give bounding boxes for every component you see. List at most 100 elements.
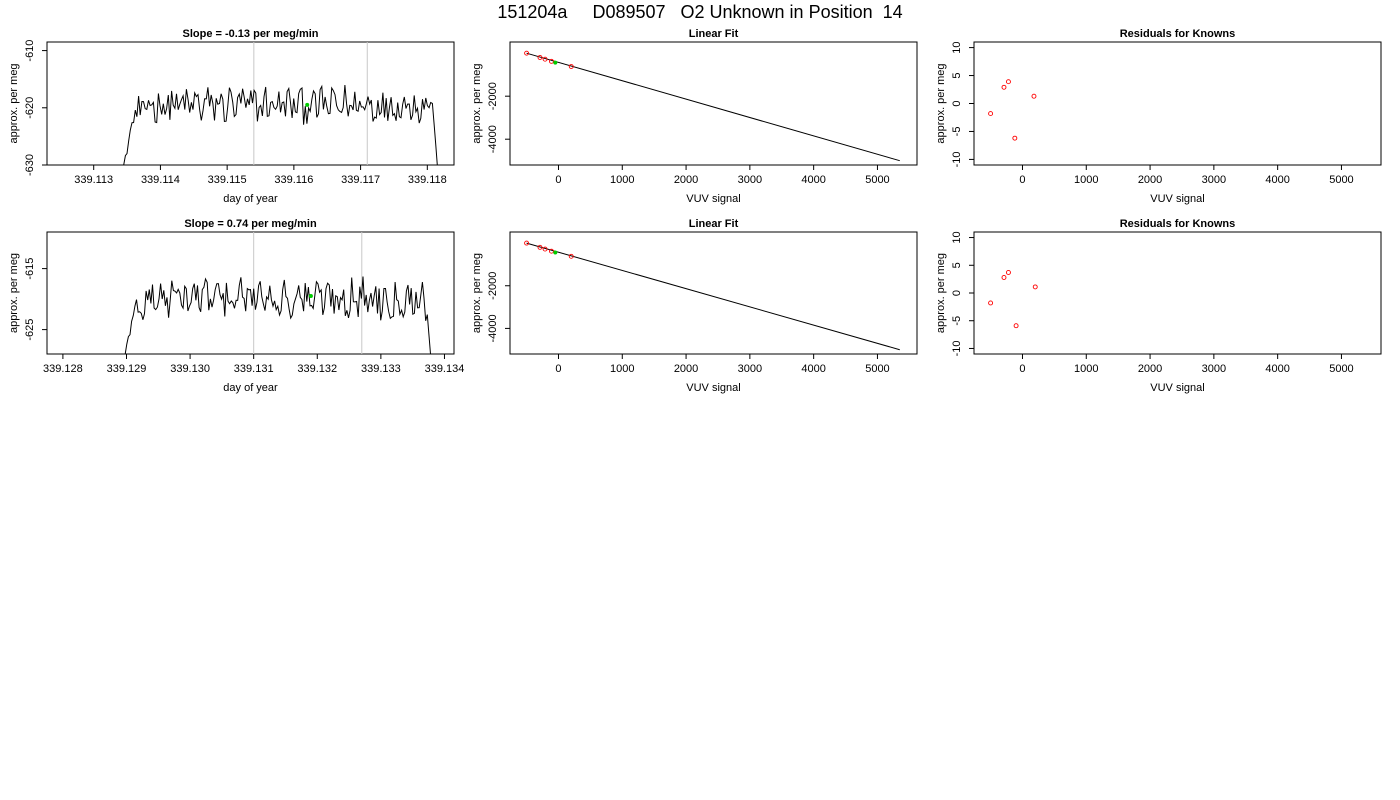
y-tick-label: -2000 bbox=[487, 82, 499, 110]
x-tick-label: 339.132 bbox=[297, 363, 337, 375]
residual-point bbox=[988, 300, 994, 306]
x-tick-label: 339.115 bbox=[208, 174, 247, 186]
residual-point bbox=[1032, 284, 1038, 290]
x-tick-label: 1000 bbox=[1074, 174, 1098, 186]
x-axis-label: VUV signal bbox=[686, 382, 740, 394]
x-tick-label: 339.131 bbox=[234, 363, 274, 375]
x-tick-label: 3000 bbox=[738, 174, 762, 186]
residual-point bbox=[1012, 135, 1018, 141]
trace-line bbox=[124, 276, 431, 355]
x-tick-label: 339.134 bbox=[425, 363, 465, 375]
y-tick-label: -630 bbox=[24, 154, 36, 176]
fit-line bbox=[526, 242, 900, 351]
y-axis-label: approx. per meg bbox=[471, 253, 483, 333]
residual-point bbox=[1001, 84, 1007, 90]
x-tick-label: 2000 bbox=[674, 174, 698, 186]
residual-point bbox=[988, 111, 994, 117]
plot-title: Residuals for Knowns bbox=[1120, 218, 1236, 230]
x-tick-label: 5000 bbox=[865, 174, 889, 186]
plot-title: Linear Fit bbox=[689, 218, 739, 230]
y-tick-label: -5 bbox=[951, 127, 963, 137]
x-tick-label: 3000 bbox=[738, 363, 762, 375]
y-tick-label: -10 bbox=[951, 151, 963, 167]
y-tick-label: -615 bbox=[24, 258, 36, 280]
y-tick-label: -4000 bbox=[487, 314, 499, 342]
known-point bbox=[568, 253, 574, 259]
residual-point bbox=[1031, 93, 1037, 99]
plot-frame bbox=[973, 231, 1382, 355]
current-point bbox=[553, 250, 558, 255]
x-tick-label: 5000 bbox=[1329, 174, 1353, 186]
x-tick-label: 339.113 bbox=[74, 174, 113, 186]
page-title: 151204a D089507 O2 Unknown in Position 1… bbox=[497, 2, 903, 22]
y-tick-label: -5 bbox=[951, 316, 963, 326]
known-point bbox=[542, 246, 548, 252]
residual-point bbox=[1013, 323, 1019, 329]
current-point bbox=[308, 294, 313, 299]
x-axis-label: VUV signal bbox=[686, 193, 740, 205]
x-tick-label: 4000 bbox=[1265, 363, 1289, 375]
plot-frame bbox=[509, 231, 918, 355]
x-tick-label: 339.128 bbox=[43, 363, 83, 375]
x-axis-label: VUV signal bbox=[1150, 382, 1204, 394]
x-tick-label: 339.133 bbox=[361, 363, 401, 375]
x-tick-label: 0 bbox=[555, 174, 561, 186]
fit-line bbox=[526, 52, 900, 162]
known-point bbox=[568, 64, 574, 69]
known-point bbox=[549, 248, 554, 254]
plot-frame bbox=[46, 231, 455, 355]
x-axis-label: day of year bbox=[223, 193, 278, 205]
known-point bbox=[524, 240, 530, 246]
x-tick-label: 4000 bbox=[801, 363, 825, 375]
x-tick-label: 2000 bbox=[1138, 174, 1162, 186]
plot-frame bbox=[509, 41, 918, 166]
plot-title: Slope = -0.13 per meg/min bbox=[182, 28, 318, 40]
x-tick-label: 2000 bbox=[1138, 363, 1162, 375]
y-tick-label: 0 bbox=[951, 100, 963, 106]
x-tick-label: 1000 bbox=[610, 363, 634, 375]
x-tick-label: 4000 bbox=[801, 174, 825, 186]
x-tick-label: 1000 bbox=[1074, 363, 1098, 375]
y-tick-label: 5 bbox=[951, 72, 963, 78]
plot-frame bbox=[46, 41, 455, 166]
residual-point bbox=[1001, 275, 1007, 280]
x-tick-label: 3000 bbox=[1202, 174, 1226, 186]
x-tick-label: 5000 bbox=[865, 363, 889, 375]
x-axis-label: VUV signal bbox=[1150, 193, 1204, 205]
known-point bbox=[537, 244, 543, 250]
trace-line bbox=[123, 84, 438, 166]
y-tick-label: 10 bbox=[951, 231, 963, 243]
y-tick-label: 10 bbox=[951, 41, 963, 53]
plot-title: Linear Fit bbox=[689, 28, 739, 40]
y-tick-label: -625 bbox=[24, 319, 36, 341]
x-tick-label: 0 bbox=[555, 363, 561, 375]
x-tick-label: 0 bbox=[1019, 363, 1025, 375]
x-tick-label: 5000 bbox=[1329, 363, 1353, 375]
plot-title: Slope = 0.74 per meg/min bbox=[184, 218, 317, 230]
x-axis-label: day of year bbox=[223, 382, 278, 394]
x-tick-label: 2000 bbox=[674, 363, 698, 375]
current-point bbox=[305, 102, 310, 107]
y-axis-label: approx. per meg bbox=[471, 63, 483, 143]
x-tick-label: 339.130 bbox=[170, 363, 210, 375]
y-tick-label: 0 bbox=[951, 290, 963, 296]
x-tick-label: 0 bbox=[1019, 174, 1025, 186]
x-tick-label: 1000 bbox=[610, 174, 634, 186]
x-tick-label: 339.129 bbox=[107, 363, 147, 375]
known-point bbox=[542, 56, 548, 62]
x-tick-label: 339.117 bbox=[341, 174, 380, 186]
known-point bbox=[524, 50, 530, 56]
plot-title: Residuals for Knowns bbox=[1120, 28, 1236, 40]
y-axis-label: approx. per meg bbox=[935, 63, 947, 143]
plot-frame bbox=[973, 41, 1382, 166]
residual-point bbox=[1005, 79, 1011, 85]
y-axis-label: approx. per meg bbox=[935, 253, 947, 333]
y-tick-label: -610 bbox=[24, 40, 36, 62]
x-tick-label: 339.116 bbox=[274, 174, 313, 186]
y-tick-label: 5 bbox=[951, 262, 963, 268]
known-point bbox=[537, 55, 543, 60]
known-point bbox=[549, 58, 554, 64]
y-tick-label: -2000 bbox=[487, 272, 499, 300]
y-tick-label: -4000 bbox=[487, 125, 499, 153]
